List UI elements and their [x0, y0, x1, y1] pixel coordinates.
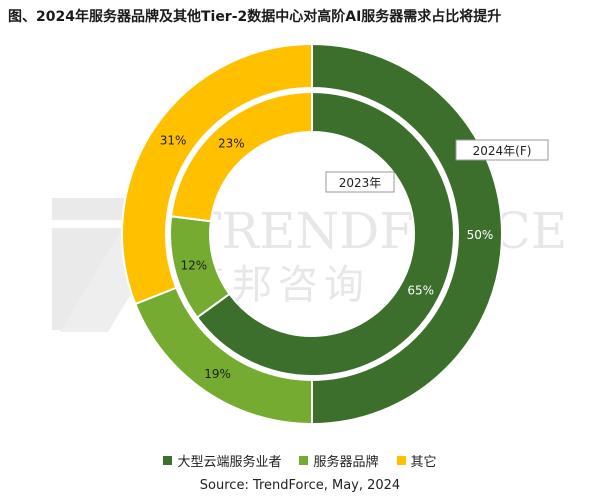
outer-slice-label-1: 19% — [204, 367, 231, 381]
svg-text:2024年(F): 2024年(F) — [473, 144, 532, 158]
legend-item: 其它 — [396, 451, 437, 470]
outer-ring-series-label: 2024年(F) — [455, 139, 549, 161]
outer-ring-slice-2 — [121, 42, 313, 306]
legend-swatch — [396, 456, 406, 465]
legend-item: 服务器品牌 — [299, 451, 379, 470]
legend-swatch — [163, 456, 173, 465]
watermark-wordmark: TRENDFORCE 集邦咨询 — [186, 202, 567, 308]
legend-item: 大型云端服务业者 — [163, 451, 281, 470]
outer-ring-slice-0 — [311, 42, 503, 426]
outer-slice-label-0: 50% — [467, 228, 494, 242]
chart-title: 图、2024年服务器品牌及其他Tier-2数据中心对高阶AI服务器需求占比将提升 — [8, 9, 502, 25]
inner-slice-label-0: 65% — [407, 283, 434, 297]
inner-slice-label-1: 12% — [180, 258, 207, 272]
legend-label: 其它 — [410, 455, 437, 470]
svg-text:2023年: 2023年 — [339, 176, 382, 190]
legend: 大型云端服务业者 服务器品牌 其它 — [0, 451, 600, 470]
inner-ring-series-label: 2023年 — [325, 171, 395, 193]
legend-label: 大型云端服务业者 — [177, 455, 282, 470]
outer-slice-label-2: 31% — [160, 134, 187, 148]
inner-ring-slice-0 — [195, 90, 455, 377]
inner-slice-label-2: 23% — [218, 136, 245, 150]
source-note: Source: TrendForce, May, 2024 — [199, 478, 401, 493]
legend-label: 服务器品牌 — [313, 455, 379, 470]
legend-swatch — [299, 456, 309, 465]
inner-ring-slice-2 — [170, 90, 313, 223]
